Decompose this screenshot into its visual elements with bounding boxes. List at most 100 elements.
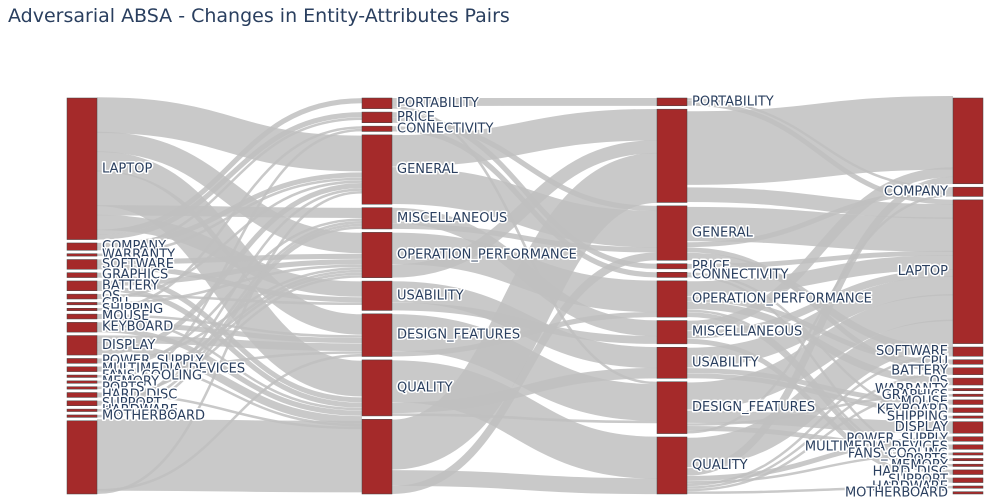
sankey-node-quality-col2[interactable] [656,436,688,495]
sankey-node-display-col0[interactable] [66,335,98,356]
sankey-link[interactable] [686,485,954,494]
sankey-node-laptop-col0[interactable] [66,97,98,240]
sankey-link[interactable] [96,419,363,493]
sankey-link[interactable] [96,322,363,344]
sankey-link[interactable] [96,117,363,251]
sankey-link[interactable] [96,223,363,412]
sankey-link[interactable] [96,267,363,364]
sankey-node-connectivity-col1[interactable] [361,125,393,132]
sankey-node-keyboard-col0[interactable] [66,322,98,333]
sankey-node-shipping-col3[interactable] [952,415,984,419]
sankey-link[interactable] [96,182,363,356]
sankey-link[interactable] [96,112,363,240]
sankey-node-design-features-col2[interactable] [656,381,688,434]
sankey-node-hardware-col3[interactable] [952,485,984,489]
sankey-node-mouse-col3[interactable] [952,399,984,405]
sankey-node-unlabeled-col3[interactable] [952,97,984,185]
sankey-link[interactable] [686,269,954,339]
sankey-link[interactable] [686,436,954,481]
sankey-node-operation-performance-col1[interactable] [361,232,393,278]
sankey-link[interactable] [96,218,363,370]
sankey-node-motherboard-col0[interactable] [66,414,98,418]
sankey-node-battery-col0[interactable] [66,280,98,291]
sankey-node-company-col0[interactable] [66,242,98,251]
sankey-link[interactable] [96,226,363,418]
sankey-node-unlabeled-col2[interactable] [656,108,688,203]
sankey-node-fans-cooling-col3[interactable] [952,452,984,456]
sankey-link[interactable] [96,264,363,303]
sankey-node-portability-col2[interactable] [656,97,688,107]
sankey-link[interactable] [390,152,659,470]
sankey-node-software-col0[interactable] [66,259,98,270]
sankey-node-mouse-col0[interactable] [66,313,98,320]
sankey-node-display-col3[interactable] [952,421,984,434]
sankey-link[interactable] [96,97,363,172]
sankey-node-multimedia-devices-col3[interactable] [952,444,984,450]
sankey-node-ports-col3[interactable] [952,458,984,462]
sankey-node-os-col0[interactable] [66,293,98,300]
sankey-link[interactable] [96,353,363,492]
sankey-node-unlabeled-col0[interactable] [66,420,98,495]
sankey-node-miscellaneous-col1[interactable] [361,207,393,230]
sankey-link[interactable] [96,351,363,372]
sankey-node-shipping-col0[interactable] [66,307,98,311]
sankey-node-usability-col2[interactable] [656,347,688,379]
sankey-node-price-col2[interactable] [656,263,688,270]
sankey-link[interactable] [96,98,363,235]
sankey-node-memory-col0[interactable] [66,380,98,384]
sankey-node-unlabeled-col1[interactable] [361,419,393,495]
sankey-node-cpu-col0[interactable] [66,302,98,306]
sankey-link[interactable] [391,252,658,494]
sankey-node-hardware-col0[interactable] [66,408,98,412]
sankey-link[interactable] [686,206,954,252]
sankey-node-company-col3[interactable] [952,186,984,197]
sankey-link[interactable] [391,108,658,167]
sankey-link[interactable] [686,247,954,373]
sankey-node-operation-performance-col2[interactable] [656,280,688,318]
sankey-link[interactable] [96,151,363,335]
sankey-node-laptop-col3[interactable] [952,199,984,344]
sankey-link[interactable] [686,425,954,450]
sankey-node-os-col3[interactable] [952,377,984,386]
sankey-node-motherboard-col3[interactable] [952,491,984,495]
sankey-node-power-supply-col3[interactable] [952,436,984,442]
sankey-link[interactable] [96,327,363,416]
sankey-link[interactable] [686,187,954,219]
sankey-node-graphics-col3[interactable] [952,393,984,397]
sankey-link[interactable] [686,167,954,331]
sankey-link[interactable] [686,353,954,487]
sankey-link[interactable] [686,388,954,492]
sankey-node-portability-col1[interactable] [361,97,393,109]
sankey-link[interactable] [686,294,954,410]
sankey-link[interactable] [391,140,658,278]
sankey-node-battery-col3[interactable] [952,367,984,375]
sankey-node-support-col3[interactable] [952,477,984,483]
sankey-link[interactable] [96,128,363,390]
sankey-link[interactable] [96,190,363,495]
sankey-link[interactable] [686,372,954,489]
sankey-node-usability-col1[interactable] [361,280,393,311]
sankey-node-support-col0[interactable] [66,400,98,406]
sankey-node-fans-cooling-col0[interactable] [66,374,98,378]
sankey-link[interactable] [96,180,363,300]
sankey-link[interactable] [96,126,363,311]
sankey-node-ports-col0[interactable] [66,386,98,390]
sankey-link[interactable] [391,223,658,253]
sankey-node-cpu-col3[interactable] [952,359,984,365]
sankey-node-quality-col1[interactable] [361,359,393,417]
sankey-link[interactable] [686,255,954,296]
sankey-node-connectivity-col2[interactable] [656,272,688,278]
sankey-link[interactable] [686,194,954,434]
sankey-node-miscellaneous-col2[interactable] [656,320,688,345]
sankey-node-warranty-col0[interactable] [66,253,98,257]
sankey-node-software-col3[interactable] [952,346,984,357]
sankey-link[interactable] [96,294,363,306]
sankey-node-graphics-col0[interactable] [66,272,98,278]
sankey-link[interactable] [686,250,954,269]
sankey-link[interactable] [96,342,363,424]
sankey-link[interactable] [686,95,954,185]
sankey-link[interactable] [96,188,363,406]
sankey-node-general-col1[interactable] [361,134,393,205]
sankey-node-multimedia-devices-col0[interactable] [66,366,98,372]
sankey-node-keyboard-col3[interactable] [952,407,984,413]
